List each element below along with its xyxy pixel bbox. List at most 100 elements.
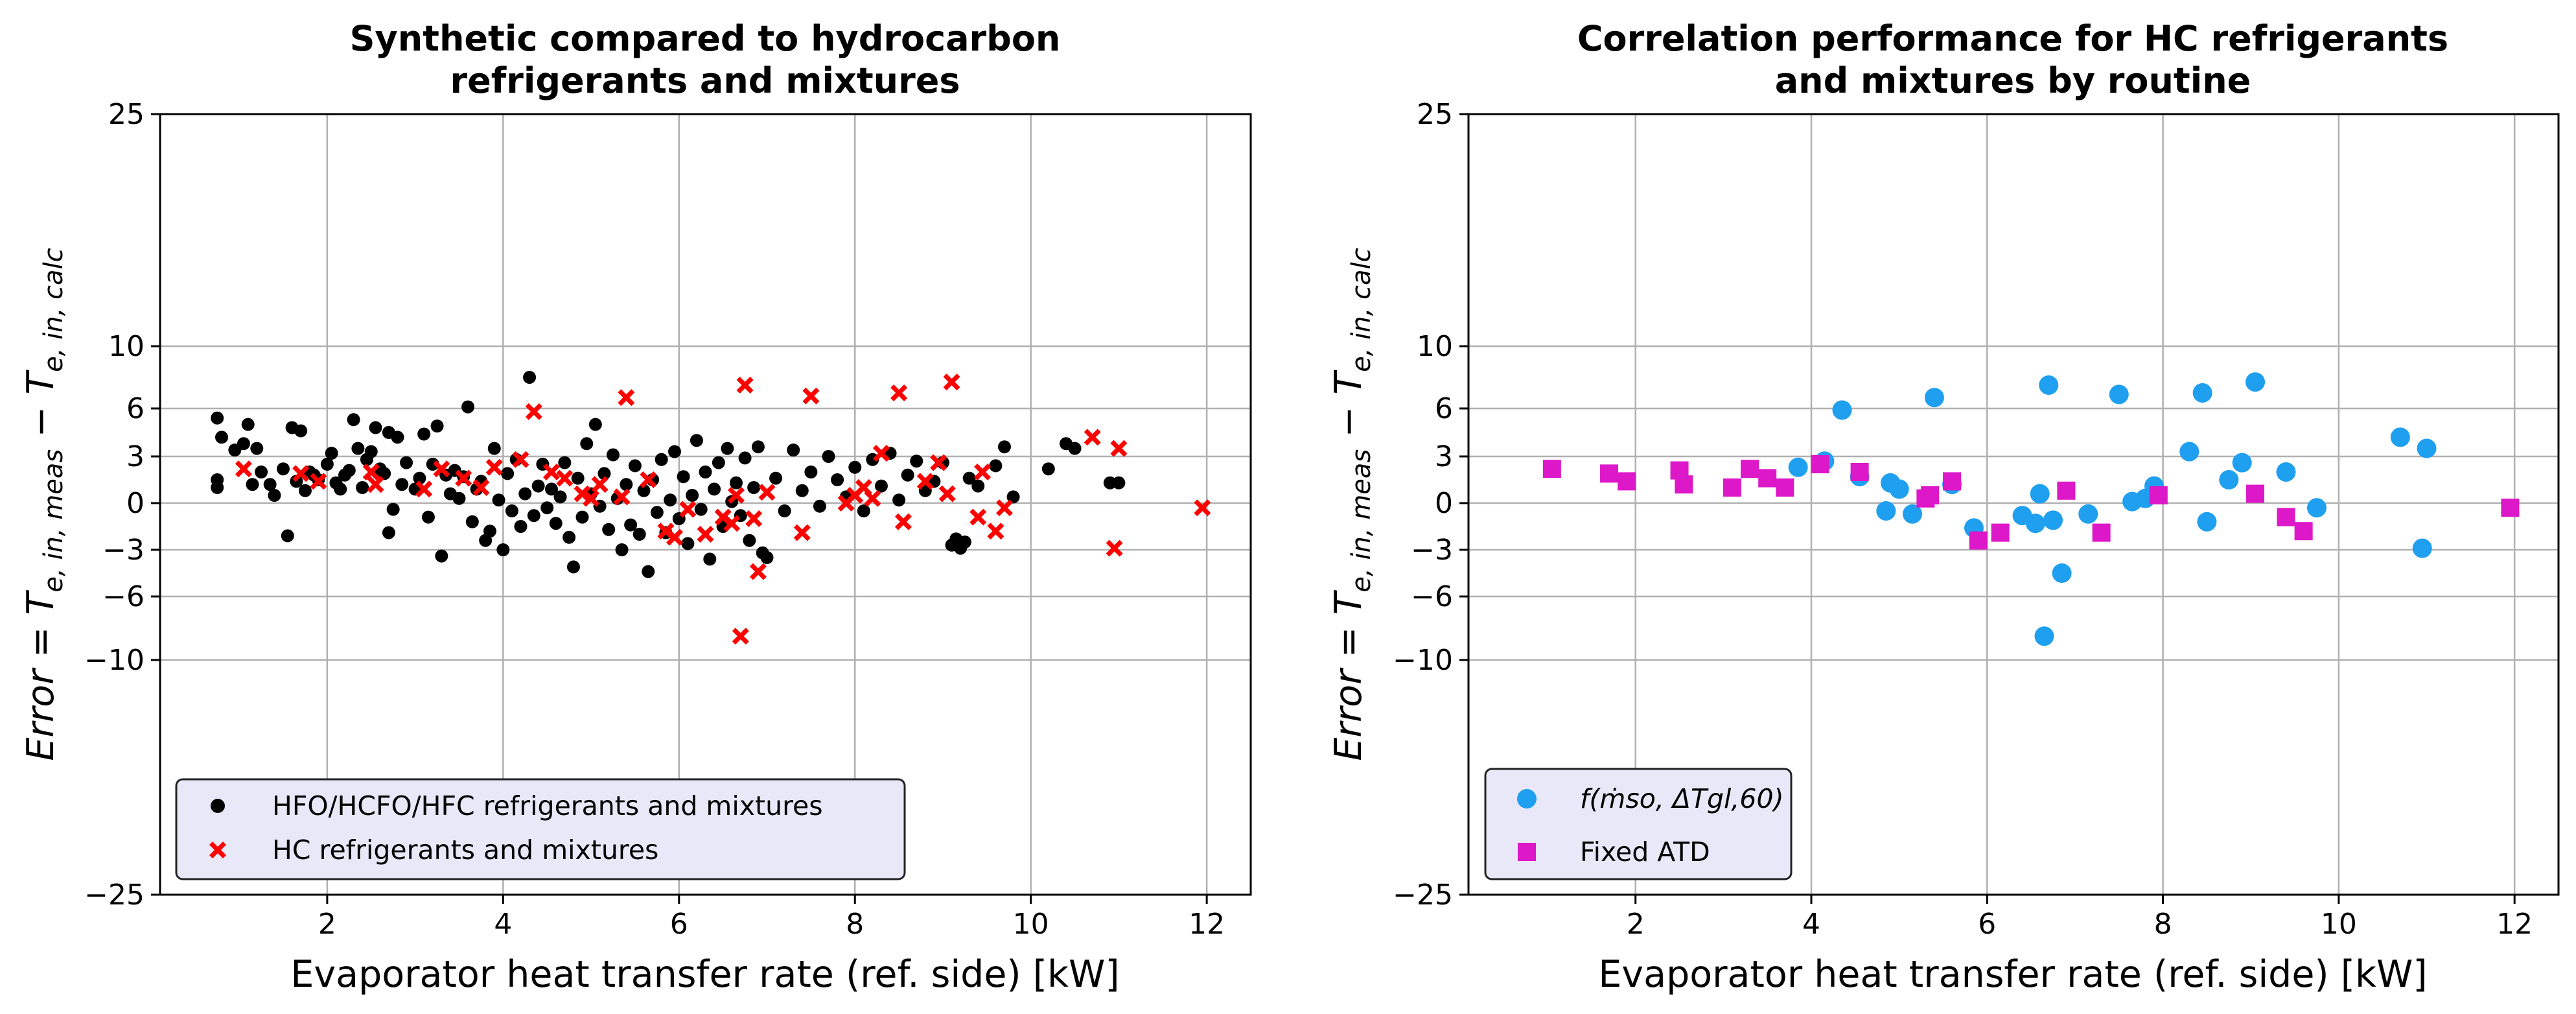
data-point-series-1-1 bbox=[1943, 472, 1962, 491]
legend-left-label-synthetic: HFO/HCFO/HFC refrigerants and mixtures bbox=[272, 790, 823, 821]
data-point-series-0-0 bbox=[400, 456, 413, 469]
data-point-series-0-0 bbox=[628, 459, 642, 473]
y-tick-label: −3 bbox=[102, 534, 145, 567]
data-point-series-1-0 bbox=[1788, 457, 1808, 477]
data-point-series-1-0 bbox=[1889, 479, 1909, 499]
data-point-series-0-0 bbox=[320, 458, 334, 471]
data-point-series-1-0 bbox=[1876, 501, 1896, 521]
x-tick-label: 8 bbox=[2154, 908, 2172, 941]
data-point-series-0-1 bbox=[697, 526, 714, 543]
legend-right-marker-fmso bbox=[1517, 789, 1537, 808]
data-point-series-1-0 bbox=[2219, 470, 2239, 489]
data-point-series-0-1 bbox=[433, 460, 450, 478]
data-point-series-0-1 bbox=[987, 523, 1004, 540]
panel-right-title-line1: Correlation performance for HC refrigera… bbox=[1577, 18, 2448, 59]
panel-left: Synthetic compared to hydrocarbon refrig… bbox=[19, 18, 1252, 996]
data-point-series-1-0 bbox=[2276, 462, 2296, 482]
data-point-series-0-0 bbox=[544, 482, 558, 496]
data-point-series-0-1 bbox=[890, 384, 908, 401]
data-point-series-0-0 bbox=[874, 479, 888, 493]
data-point-series-0-0 bbox=[391, 430, 404, 444]
data-point-series-0-1 bbox=[793, 524, 811, 541]
data-point-series-0-0 bbox=[281, 529, 294, 543]
data-point-series-1-0 bbox=[2030, 484, 2050, 504]
data-point-series-1-1 bbox=[2057, 481, 2076, 500]
data-point-series-0-0 bbox=[518, 487, 532, 501]
panel-left-ylabel: Error = Te, in, meas − Te, in, calc bbox=[19, 248, 69, 760]
data-point-series-0-0 bbox=[637, 484, 651, 497]
data-point-series-0-1 bbox=[995, 499, 1013, 517]
panel-left-grid bbox=[160, 113, 1251, 896]
y-tick-label: −6 bbox=[1411, 580, 1453, 613]
data-point-series-0-0 bbox=[971, 479, 985, 493]
data-point-series-0-0 bbox=[699, 466, 712, 478]
data-point-series-0-1 bbox=[969, 508, 987, 526]
data-point-series-0-0 bbox=[686, 489, 699, 502]
data-point-series-0-0 bbox=[417, 427, 431, 441]
data-point-series-0-0 bbox=[505, 504, 518, 517]
data-point-series-0-0 bbox=[382, 526, 395, 539]
y-tick-label: 0 bbox=[126, 487, 145, 520]
data-point-series-0-1 bbox=[542, 464, 560, 480]
y-tick-label: −6 bbox=[102, 580, 145, 613]
data-point-series-1-0 bbox=[2232, 453, 2252, 473]
data-point-series-1-1 bbox=[2149, 486, 2168, 504]
y-tick-label: −25 bbox=[84, 878, 145, 912]
y-tick-label: −10 bbox=[1393, 644, 1453, 677]
data-point-series-0-1 bbox=[485, 458, 503, 476]
data-point-series-0-0 bbox=[237, 437, 250, 451]
data-point-series-1-1 bbox=[1776, 478, 1794, 497]
data-point-series-1-1 bbox=[1921, 486, 1940, 504]
data-point-series-0-1 bbox=[749, 563, 767, 580]
data-point-series-1-1 bbox=[1991, 523, 2010, 542]
data-point-series-1-0 bbox=[2078, 504, 2098, 524]
data-point-series-0-0 bbox=[681, 537, 695, 550]
data-point-series-0-1 bbox=[728, 487, 745, 504]
data-point-series-0-0 bbox=[655, 453, 668, 466]
data-point-series-0-0 bbox=[588, 418, 602, 431]
ylabel-sub-meas: e, in, meas bbox=[1347, 449, 1376, 593]
data-point-series-0-0 bbox=[334, 482, 347, 496]
data-point-series-0-0 bbox=[831, 473, 844, 486]
data-point-series-1-0 bbox=[2025, 513, 2045, 534]
data-point-series-0-1 bbox=[802, 387, 820, 405]
x-tick-label: 4 bbox=[1802, 908, 1820, 941]
x-tick-label: 12 bbox=[1189, 908, 1225, 941]
data-point-series-0-1 bbox=[679, 501, 697, 518]
data-point-series-0-0 bbox=[215, 430, 229, 444]
ylabel-error: Error = T bbox=[19, 589, 62, 760]
data-point-series-0-0 bbox=[743, 534, 756, 547]
data-point-series-0-0 bbox=[677, 470, 690, 484]
data-point-series-1-0 bbox=[2043, 510, 2063, 530]
panel-left-title-line2: refrigerants and mixtures bbox=[450, 60, 960, 101]
data-point-series-0-0 bbox=[523, 371, 537, 384]
data-point-series-1-0 bbox=[2192, 383, 2212, 403]
data-point-series-0-1 bbox=[292, 465, 310, 482]
data-point-series-0-1 bbox=[1084, 429, 1101, 446]
data-point-series-0-0 bbox=[435, 549, 448, 563]
data-point-series-0-0 bbox=[356, 481, 369, 494]
panel-left-legend: HFO/HCFO/HFC refrigerants and mixtures H… bbox=[175, 778, 906, 880]
data-point-series-0-1 bbox=[894, 513, 912, 530]
data-point-series-0-0 bbox=[566, 560, 580, 574]
x-tick-label: 8 bbox=[846, 908, 864, 941]
data-point-series-0-1 bbox=[1110, 440, 1128, 457]
data-point-series-1-0 bbox=[2039, 375, 2059, 395]
data-point-series-0-0 bbox=[1068, 442, 1082, 455]
data-point-series-0-1 bbox=[723, 515, 741, 532]
data-point-series-0-0 bbox=[386, 502, 400, 516]
data-point-series-1-1 bbox=[1741, 460, 1759, 478]
data-point-series-1-1 bbox=[2246, 484, 2265, 503]
data-point-series-0-0 bbox=[540, 501, 554, 515]
ylabel-minus: − T bbox=[19, 370, 62, 449]
data-point-series-0-1 bbox=[943, 373, 960, 391]
legend-left-label-hc: HC refrigerants and mixtures bbox=[272, 834, 658, 866]
data-point-series-1-1 bbox=[1969, 531, 1988, 550]
data-point-series-0-1 bbox=[310, 473, 327, 490]
data-point-series-0-0 bbox=[602, 523, 616, 536]
data-point-series-0-1 bbox=[556, 469, 574, 487]
data-point-series-0-1 bbox=[1106, 539, 1123, 557]
data-point-series-0-0 bbox=[430, 419, 444, 433]
data-point-series-0-0 bbox=[892, 493, 906, 507]
data-point-series-0-0 bbox=[549, 517, 563, 530]
